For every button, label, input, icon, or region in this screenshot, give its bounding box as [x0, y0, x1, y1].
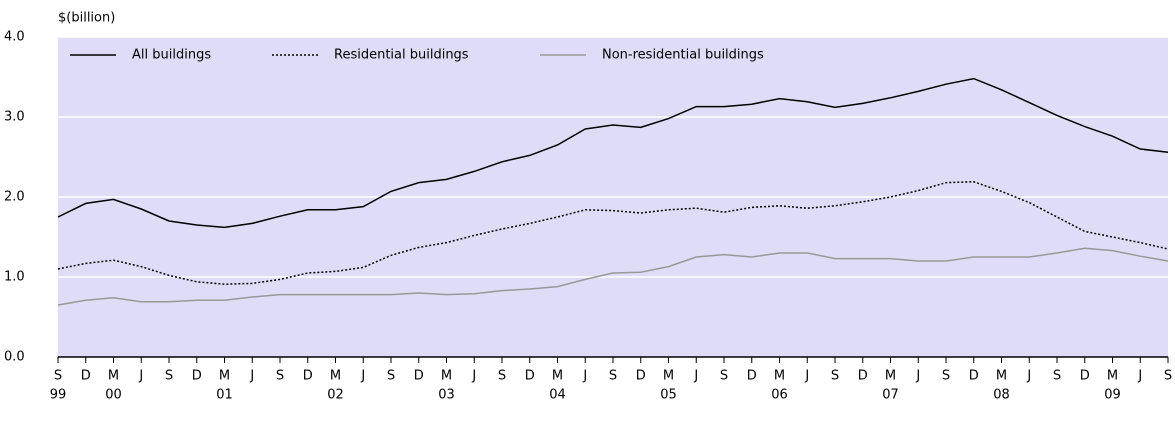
x-tick-label: J [1137, 369, 1142, 384]
x-tick-label: S [1053, 369, 1061, 384]
x-tick-label: S [498, 369, 506, 384]
x-tick-label: J [249, 369, 254, 384]
x-tick-label: J [360, 369, 365, 384]
legend-label: Non-residential buildings [602, 48, 764, 63]
x-group-label: 08 [993, 388, 1010, 403]
x-group-label: 99 [50, 388, 67, 403]
x-tick-label: M [996, 369, 1007, 384]
x-group-label: 03 [438, 388, 455, 403]
x-tick-label: M [441, 369, 452, 384]
y-tick-label: 0.0 [4, 350, 25, 365]
x-tick-label: M [108, 369, 119, 384]
x-tick-label: S [1164, 369, 1172, 384]
x-tick-label: D [1080, 369, 1090, 384]
x-tick-label: S [609, 369, 617, 384]
x-tick-label: D [969, 369, 979, 384]
x-tick-label: M [885, 369, 896, 384]
x-tick-label: D [414, 369, 424, 384]
y-axis-label: $(billion) [58, 11, 115, 26]
series-line [57, 77, 1169, 229]
x-tick-label: D [81, 369, 91, 384]
x-tick-label: J [138, 369, 143, 384]
legend-label: All buildings [132, 48, 211, 63]
x-tick-label: S [831, 369, 839, 384]
x-tick-label: D [192, 369, 202, 384]
y-tick-label: 4.0 [4, 30, 25, 45]
x-tick-label: S [942, 369, 950, 384]
series-line [57, 247, 1169, 306]
y-tick-label: 1.0 [4, 270, 25, 285]
x-group-label: 02 [327, 388, 344, 403]
x-tick-label: J [915, 369, 920, 384]
x-tick-label: M [219, 369, 230, 384]
x-tick-label: D [747, 369, 757, 384]
x-tick-label: J [582, 369, 587, 384]
x-tick-label: J [693, 369, 698, 384]
x-tick-label: D [303, 369, 313, 384]
x-tick-label: M [1107, 369, 1118, 384]
y-tick-label: 2.0 [4, 190, 25, 205]
x-tick-label: S [720, 369, 728, 384]
x-tick-label: D [525, 369, 535, 384]
x-tick-label: S [165, 369, 173, 384]
x-group-label: 07 [882, 388, 899, 403]
legend-label: Residential buildings [334, 48, 469, 63]
x-tick-label: S [387, 369, 395, 384]
x-tick-label: S [54, 369, 62, 384]
x-tick-label: M [774, 369, 785, 384]
x-group-label: 06 [771, 388, 788, 403]
x-tick-label: M [552, 369, 563, 384]
x-tick-label: M [330, 369, 341, 384]
x-tick-label: D [858, 369, 868, 384]
x-group-label: 04 [549, 388, 566, 403]
x-tick-label: M [663, 369, 674, 384]
x-group-label: 01 [216, 388, 233, 403]
x-tick-label: D [636, 369, 646, 384]
x-tick-label: J [471, 369, 476, 384]
x-group-label: 09 [1104, 388, 1121, 403]
series-line [57, 181, 1169, 285]
x-group-label: 00 [105, 388, 122, 403]
x-tick-label: J [1026, 369, 1031, 384]
y-tick-label: 3.0 [4, 110, 25, 125]
x-tick-label: S [276, 369, 284, 384]
x-tick-label: J [804, 369, 809, 384]
x-group-label: 05 [660, 388, 677, 403]
